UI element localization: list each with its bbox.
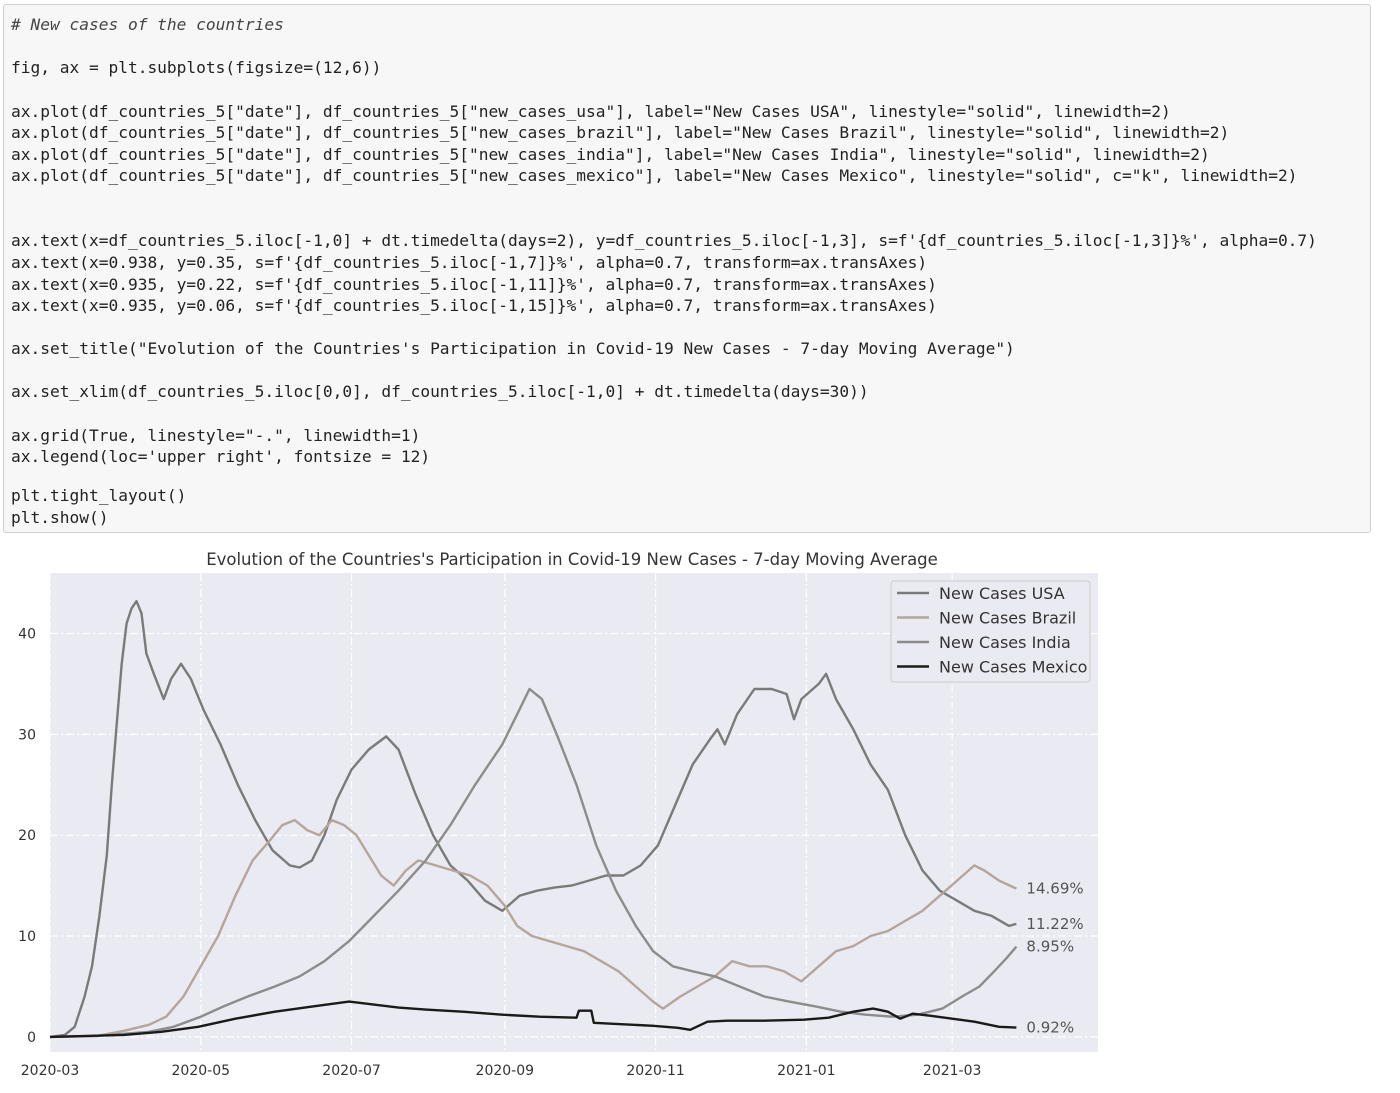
y-tick-label: 20	[18, 828, 36, 844]
x-tick-label: 2020-07	[322, 1063, 381, 1079]
code-line: ax.legend(loc='upper right', fontsize = …	[11, 447, 431, 466]
series-line	[49, 687, 1018, 1039]
code-line: ax.set_xlim(df_countries_5.iloc[0,0], df…	[11, 382, 869, 401]
x-tick-label: 2020-11	[626, 1063, 685, 1079]
y-tick-label: 10	[18, 929, 36, 945]
code-line: ax.plot(df_countries_5["date"], df_count…	[11, 166, 1298, 185]
end-value-label: 11.22%	[1026, 915, 1083, 933]
y-tick-label: 40	[18, 627, 36, 643]
code-line: ax.text(x=0.935, y=0.22, s=f'{df_countri…	[11, 275, 937, 294]
x-tick-label: 2021-03	[923, 1063, 982, 1079]
x-tick-label: 2021-01	[777, 1063, 836, 1079]
end-value-label: 8.95%	[1026, 938, 1074, 956]
y-tick-label: 30	[18, 727, 36, 743]
code-line: ax.text(x=0.938, y=0.35, s=f'{df_countri…	[11, 253, 928, 272]
series-group	[49, 600, 1018, 1039]
code-line: plt.tight_layout()	[11, 486, 187, 505]
line-chart: Evolution of the Countries's Participati…	[18, 550, 1098, 1079]
x-tick-label: 2020-09	[476, 1063, 535, 1079]
code-line: ax.plot(df_countries_5["date"], df_count…	[11, 123, 1230, 142]
code-line: plt.show()	[11, 508, 109, 527]
end-value-label: 0.92%	[1026, 1019, 1074, 1037]
code-line: ax.plot(df_countries_5["date"], df_count…	[11, 102, 1171, 121]
code-line: ax.grid(True, linestyle="-.", linewidth=…	[11, 426, 421, 445]
legend: New Cases USA New Cases Brazil New Cases I…	[890, 580, 1091, 683]
grid	[49, 573, 1098, 1052]
y-tick-label: 0	[27, 1030, 36, 1046]
series-line	[49, 818, 1017, 1039]
code-line: ax.text(x=df_countries_5.iloc[-1,0] + dt…	[11, 231, 1317, 250]
legend-label: New Cases Brazil	[939, 609, 1076, 628]
code-cell[interactable]: # New cases of the countries fig, ax = pl…	[3, 4, 1371, 533]
x-tick-label: 2020-05	[172, 1063, 231, 1079]
code-line: ax.set_title("Evolution of the Countries…	[11, 339, 1015, 358]
y-axis: 0 10 20 30 40	[18, 627, 36, 1046]
x-tick-label: 2020-03	[21, 1063, 80, 1079]
chart-title: Evolution of the Countries's Participati…	[206, 550, 938, 569]
code-line: ax.plot(df_countries_5["date"], df_count…	[11, 145, 1210, 164]
legend-label: New Cases USA	[939, 584, 1065, 603]
code-line: fig, ax = plt.subplots(figsize=(12,6))	[11, 58, 382, 77]
legend-box	[890, 580, 1091, 683]
legend-label: New Cases Mexico	[939, 658, 1087, 677]
code-line: ax.text(x=0.935, y=0.06, s=f'{df_countri…	[11, 296, 937, 315]
end-labels: 11.22% 14.69% 8.95% 0.92%	[1026, 880, 1083, 1037]
series-line	[49, 1000, 1017, 1039]
end-value-label: 14.69%	[1026, 880, 1083, 898]
legend-label: New Cases India	[939, 633, 1071, 652]
code-line: # New cases of the countries	[11, 15, 284, 34]
x-axis: 2020-03 2020-05 2020-07 2020-09 2020-11 2021-…	[21, 1063, 982, 1079]
output-area: Evolution of the Countries's Participati…	[0, 540, 1110, 1089]
